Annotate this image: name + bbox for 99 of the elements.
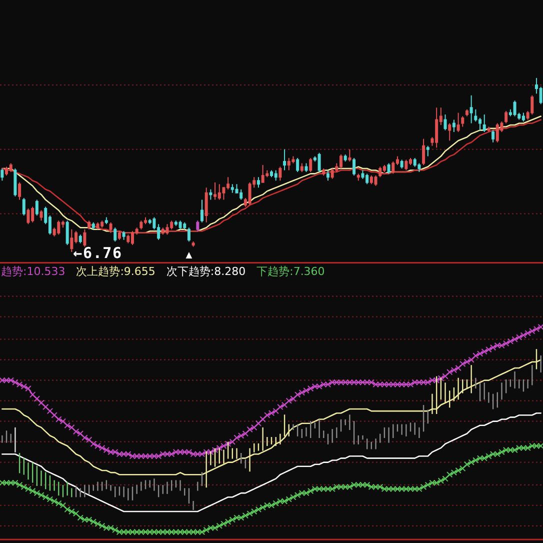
candlestick — [470, 94, 473, 124]
candlestick — [96, 222, 100, 230]
candlestick — [422, 138, 426, 166]
candlestick — [0, 168, 4, 182]
candlestick — [230, 184, 234, 194]
candlestick — [256, 176, 260, 188]
candlestick — [461, 116, 464, 128]
candlestick — [322, 168, 326, 176]
candlestick — [492, 130, 495, 143]
candlestick — [456, 112, 460, 132]
candlestick — [309, 158, 312, 172]
candlestick — [504, 110, 508, 124]
candlestick — [78, 234, 82, 244]
candlestick — [70, 228, 74, 252]
candlestick — [166, 224, 169, 236]
candlestick — [244, 459, 246, 468]
candlestick — [510, 379, 512, 387]
candlestick — [66, 220, 69, 246]
candlestick — [400, 159, 404, 169]
candlestick — [410, 422, 412, 432]
candlestick — [22, 198, 26, 216]
candlestick — [482, 114, 486, 132]
candlestick — [204, 187, 208, 223]
candlestick — [101, 482, 103, 491]
candlestick — [378, 166, 382, 178]
candlestick — [88, 484, 90, 494]
candlestick — [301, 429, 303, 438]
candlestick — [40, 210, 43, 222]
candlestick — [278, 166, 282, 182]
candlestick — [274, 170, 278, 182]
candlestick — [487, 126, 490, 132]
candlestick — [214, 182, 217, 200]
candlestick — [83, 228, 86, 248]
candlestick — [187, 227, 190, 242]
candlestick — [144, 480, 146, 490]
candlestick — [209, 188, 212, 200]
candlestick — [178, 220, 182, 230]
candlestick — [314, 422, 316, 428]
candlestick — [283, 148, 286, 171]
candlestick — [35, 199, 38, 216]
candlestick — [183, 222, 186, 230]
candlestick — [109, 222, 112, 234]
candlestick — [296, 158, 300, 172]
candlestick — [201, 472, 203, 486]
candlestick — [466, 379, 468, 388]
candlestick — [232, 448, 234, 459]
candlestick — [261, 164, 264, 183]
candlestick — [132, 486, 134, 500]
candlestick — [522, 112, 525, 122]
candlestick — [88, 220, 91, 230]
candlestick — [352, 158, 356, 176]
candlestick — [140, 220, 143, 230]
candlestick — [465, 108, 468, 117]
candlestick — [374, 174, 378, 186]
candlestick — [326, 170, 330, 182]
candlestick — [452, 119, 456, 132]
annotation: ←6.76 — [73, 244, 122, 262]
candlestick — [170, 480, 172, 491]
candlestick — [404, 159, 408, 171]
candlestick — [287, 158, 290, 171]
candlestick — [104, 216, 108, 225]
candlestick — [122, 230, 126, 240]
candlestick — [318, 152, 321, 172]
candlestick — [92, 222, 95, 230]
candlestick — [196, 220, 200, 232]
candlestick — [387, 162, 390, 174]
candlestick — [18, 182, 22, 200]
candlestick — [114, 227, 117, 242]
candlestick — [330, 168, 334, 180]
candlestick — [161, 227, 164, 236]
candlestick — [218, 184, 221, 200]
candlestick — [14, 168, 17, 197]
candlestick — [126, 234, 130, 244]
candlestick — [356, 173, 360, 182]
candlestick — [9, 162, 12, 172]
candlestick — [5, 166, 8, 176]
candlestick — [296, 424, 298, 436]
candlestick — [513, 100, 516, 117]
candlestick — [192, 241, 195, 248]
candlestick — [258, 443, 260, 451]
candlestick — [396, 424, 398, 432]
candlestick — [6, 430, 8, 443]
candlestick — [426, 145, 430, 157]
legend: 趋势:10.533 次上趋势:9.655 次下趋势:8.280 下趋势:7.360 — [1, 265, 325, 278]
candlestick — [344, 154, 347, 162]
candlestick — [57, 220, 60, 236]
candlestick — [270, 436, 272, 444]
candlestick — [106, 480, 108, 490]
candlestick — [118, 230, 121, 240]
candlestick — [26, 208, 30, 225]
candlestick — [175, 480, 177, 488]
candlestick — [118, 486, 120, 496]
candlestick — [444, 114, 447, 131]
candlestick — [348, 148, 352, 162]
candlestick — [304, 162, 308, 172]
candlestick — [448, 122, 452, 142]
candlestick — [496, 122, 499, 143]
candlestick — [300, 162, 304, 172]
candlestick — [200, 199, 204, 223]
